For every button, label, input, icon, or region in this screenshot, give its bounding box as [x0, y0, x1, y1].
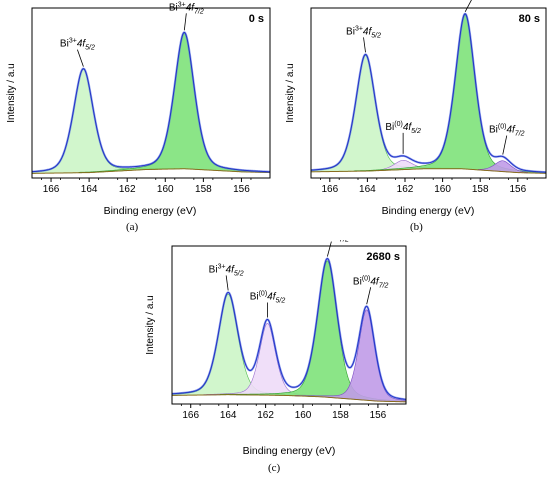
envelope-line	[310, 13, 547, 173]
plot-frame	[171, 245, 407, 405]
envelope-line	[31, 31, 271, 173]
x-tick-label: 164	[220, 410, 237, 421]
y-axis-label: Intensity / a.u	[285, 63, 296, 122]
panel-time-label: 2680 s	[366, 251, 400, 263]
peak-label-4: Bi(0)4f7/2	[489, 124, 525, 138]
peak-label-1: Bi3+4f5/2	[60, 38, 95, 52]
peak-fill-2	[78, 32, 271, 174]
xps-chart-b: 166 164 162 160 158 156 Binding energy (eV) Int…	[285, 0, 547, 217]
xps-chart-c: 166 164 162 160 158 156 Binding energy (eV) Int…	[145, 230, 407, 457]
xps-chart-a: 166 164 162 160 158 156 Binding energy (eV) Int…	[6, 1, 271, 217]
background-line	[171, 394, 407, 403]
x-tick-label: 162	[257, 410, 274, 421]
peak-label-2: Bi(0)4f5/2	[250, 290, 286, 304]
x-tick-label: 166	[321, 184, 338, 195]
annotation-leader	[183, 13, 187, 31]
x-tick-label: 166	[182, 410, 199, 421]
x-tick-label: 166	[43, 184, 60, 195]
panel-time-label: 0 s	[249, 13, 264, 25]
x-tick-label: 158	[195, 184, 212, 195]
background-line	[31, 168, 271, 174]
annotation-leader	[326, 241, 332, 257]
peak-label-2: Bi(0)4f5/2	[385, 121, 421, 135]
peak-fill-1	[31, 68, 176, 174]
x-tick-label: 160	[295, 410, 312, 421]
panel-time-label: 80 s	[519, 13, 540, 25]
chart-panel-a: 166 164 162 160 158 156 Binding energy (eV) Int…	[0, 0, 275, 240]
annotation-leader	[366, 287, 372, 305]
annotation-leader	[77, 49, 84, 67]
caption-c: (c)	[268, 462, 281, 474]
x-tick-label: 164	[359, 184, 376, 195]
x-axis-label: Binding energy (eV)	[104, 205, 197, 217]
x-tick-label: 162	[397, 184, 414, 195]
peak-label-4: Bi(0)4f7/2	[353, 275, 389, 289]
plot-frame	[31, 7, 271, 179]
x-tick-label: 160	[157, 184, 174, 195]
x-tick-label: 164	[81, 184, 98, 195]
peak-fill-1	[171, 293, 321, 398]
caption-a: (a)	[126, 221, 139, 233]
chart-panel-c: 166 164 162 160 158 156 Binding energy (eV) Int…	[140, 230, 410, 465]
x-tick-label: 158	[472, 184, 489, 195]
annotation-leader	[363, 37, 366, 53]
x-tick-label: 156	[233, 184, 250, 195]
peak-label-1: Bi3+4f5/2	[209, 263, 244, 277]
x-tick-label: 162	[119, 184, 136, 195]
envelope-line	[171, 257, 407, 400]
y-axis-label: Intensity / a.u	[145, 295, 156, 354]
peak-fill-1	[310, 54, 462, 173]
caption-b: (b)	[410, 221, 423, 233]
x-axis-label: Binding energy (eV)	[243, 445, 336, 457]
y-axis-label: Intensity / a.u	[6, 63, 17, 122]
x-tick-label: 160	[434, 184, 451, 195]
background-line	[310, 168, 547, 174]
plot-frame	[310, 7, 547, 179]
chart-panel-b: 166 164 162 160 158 156 Binding energy (eV) Int…	[280, 0, 550, 240]
x-axis-label: Binding energy (eV)	[382, 205, 475, 217]
annotation-leader	[225, 275, 229, 291]
x-tick-label: 156	[370, 410, 387, 421]
annotation-leader	[502, 135, 508, 155]
x-tick-label: 156	[509, 184, 526, 195]
x-tick-label: 158	[332, 410, 349, 421]
peak-label-1: Bi3+4f5/2	[346, 25, 381, 39]
annotation-leader	[464, 0, 472, 12]
peak-label-2: Bi3+4f7/2	[169, 1, 204, 15]
